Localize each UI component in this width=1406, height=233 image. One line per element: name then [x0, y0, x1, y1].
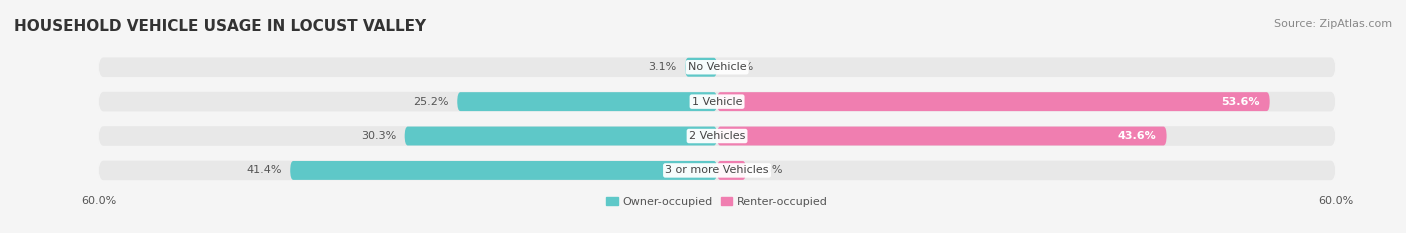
FancyBboxPatch shape — [98, 161, 1336, 180]
FancyBboxPatch shape — [685, 58, 717, 77]
FancyBboxPatch shape — [405, 127, 717, 145]
Text: 53.6%: 53.6% — [1220, 97, 1260, 107]
FancyBboxPatch shape — [98, 126, 1336, 146]
FancyBboxPatch shape — [717, 127, 1167, 145]
Text: 1 Vehicle: 1 Vehicle — [692, 97, 742, 107]
Text: HOUSEHOLD VEHICLE USAGE IN LOCUST VALLEY: HOUSEHOLD VEHICLE USAGE IN LOCUST VALLEY — [14, 19, 426, 34]
Text: 30.3%: 30.3% — [361, 131, 396, 141]
FancyBboxPatch shape — [717, 92, 1270, 111]
Text: 25.2%: 25.2% — [413, 97, 449, 107]
Text: 0.0%: 0.0% — [725, 62, 754, 72]
Text: No Vehicle: No Vehicle — [688, 62, 747, 72]
FancyBboxPatch shape — [290, 161, 717, 180]
FancyBboxPatch shape — [98, 58, 1336, 77]
FancyBboxPatch shape — [457, 92, 717, 111]
Text: Source: ZipAtlas.com: Source: ZipAtlas.com — [1274, 19, 1392, 29]
Text: 3.1%: 3.1% — [648, 62, 676, 72]
Text: 3 or more Vehicles: 3 or more Vehicles — [665, 165, 769, 175]
Legend: Owner-occupied, Renter-occupied: Owner-occupied, Renter-occupied — [602, 192, 832, 212]
Text: 2.8%: 2.8% — [754, 165, 783, 175]
Text: 2 Vehicles: 2 Vehicles — [689, 131, 745, 141]
FancyBboxPatch shape — [717, 161, 747, 180]
Text: 43.6%: 43.6% — [1118, 131, 1156, 141]
Text: 41.4%: 41.4% — [246, 165, 283, 175]
FancyBboxPatch shape — [98, 92, 1336, 111]
